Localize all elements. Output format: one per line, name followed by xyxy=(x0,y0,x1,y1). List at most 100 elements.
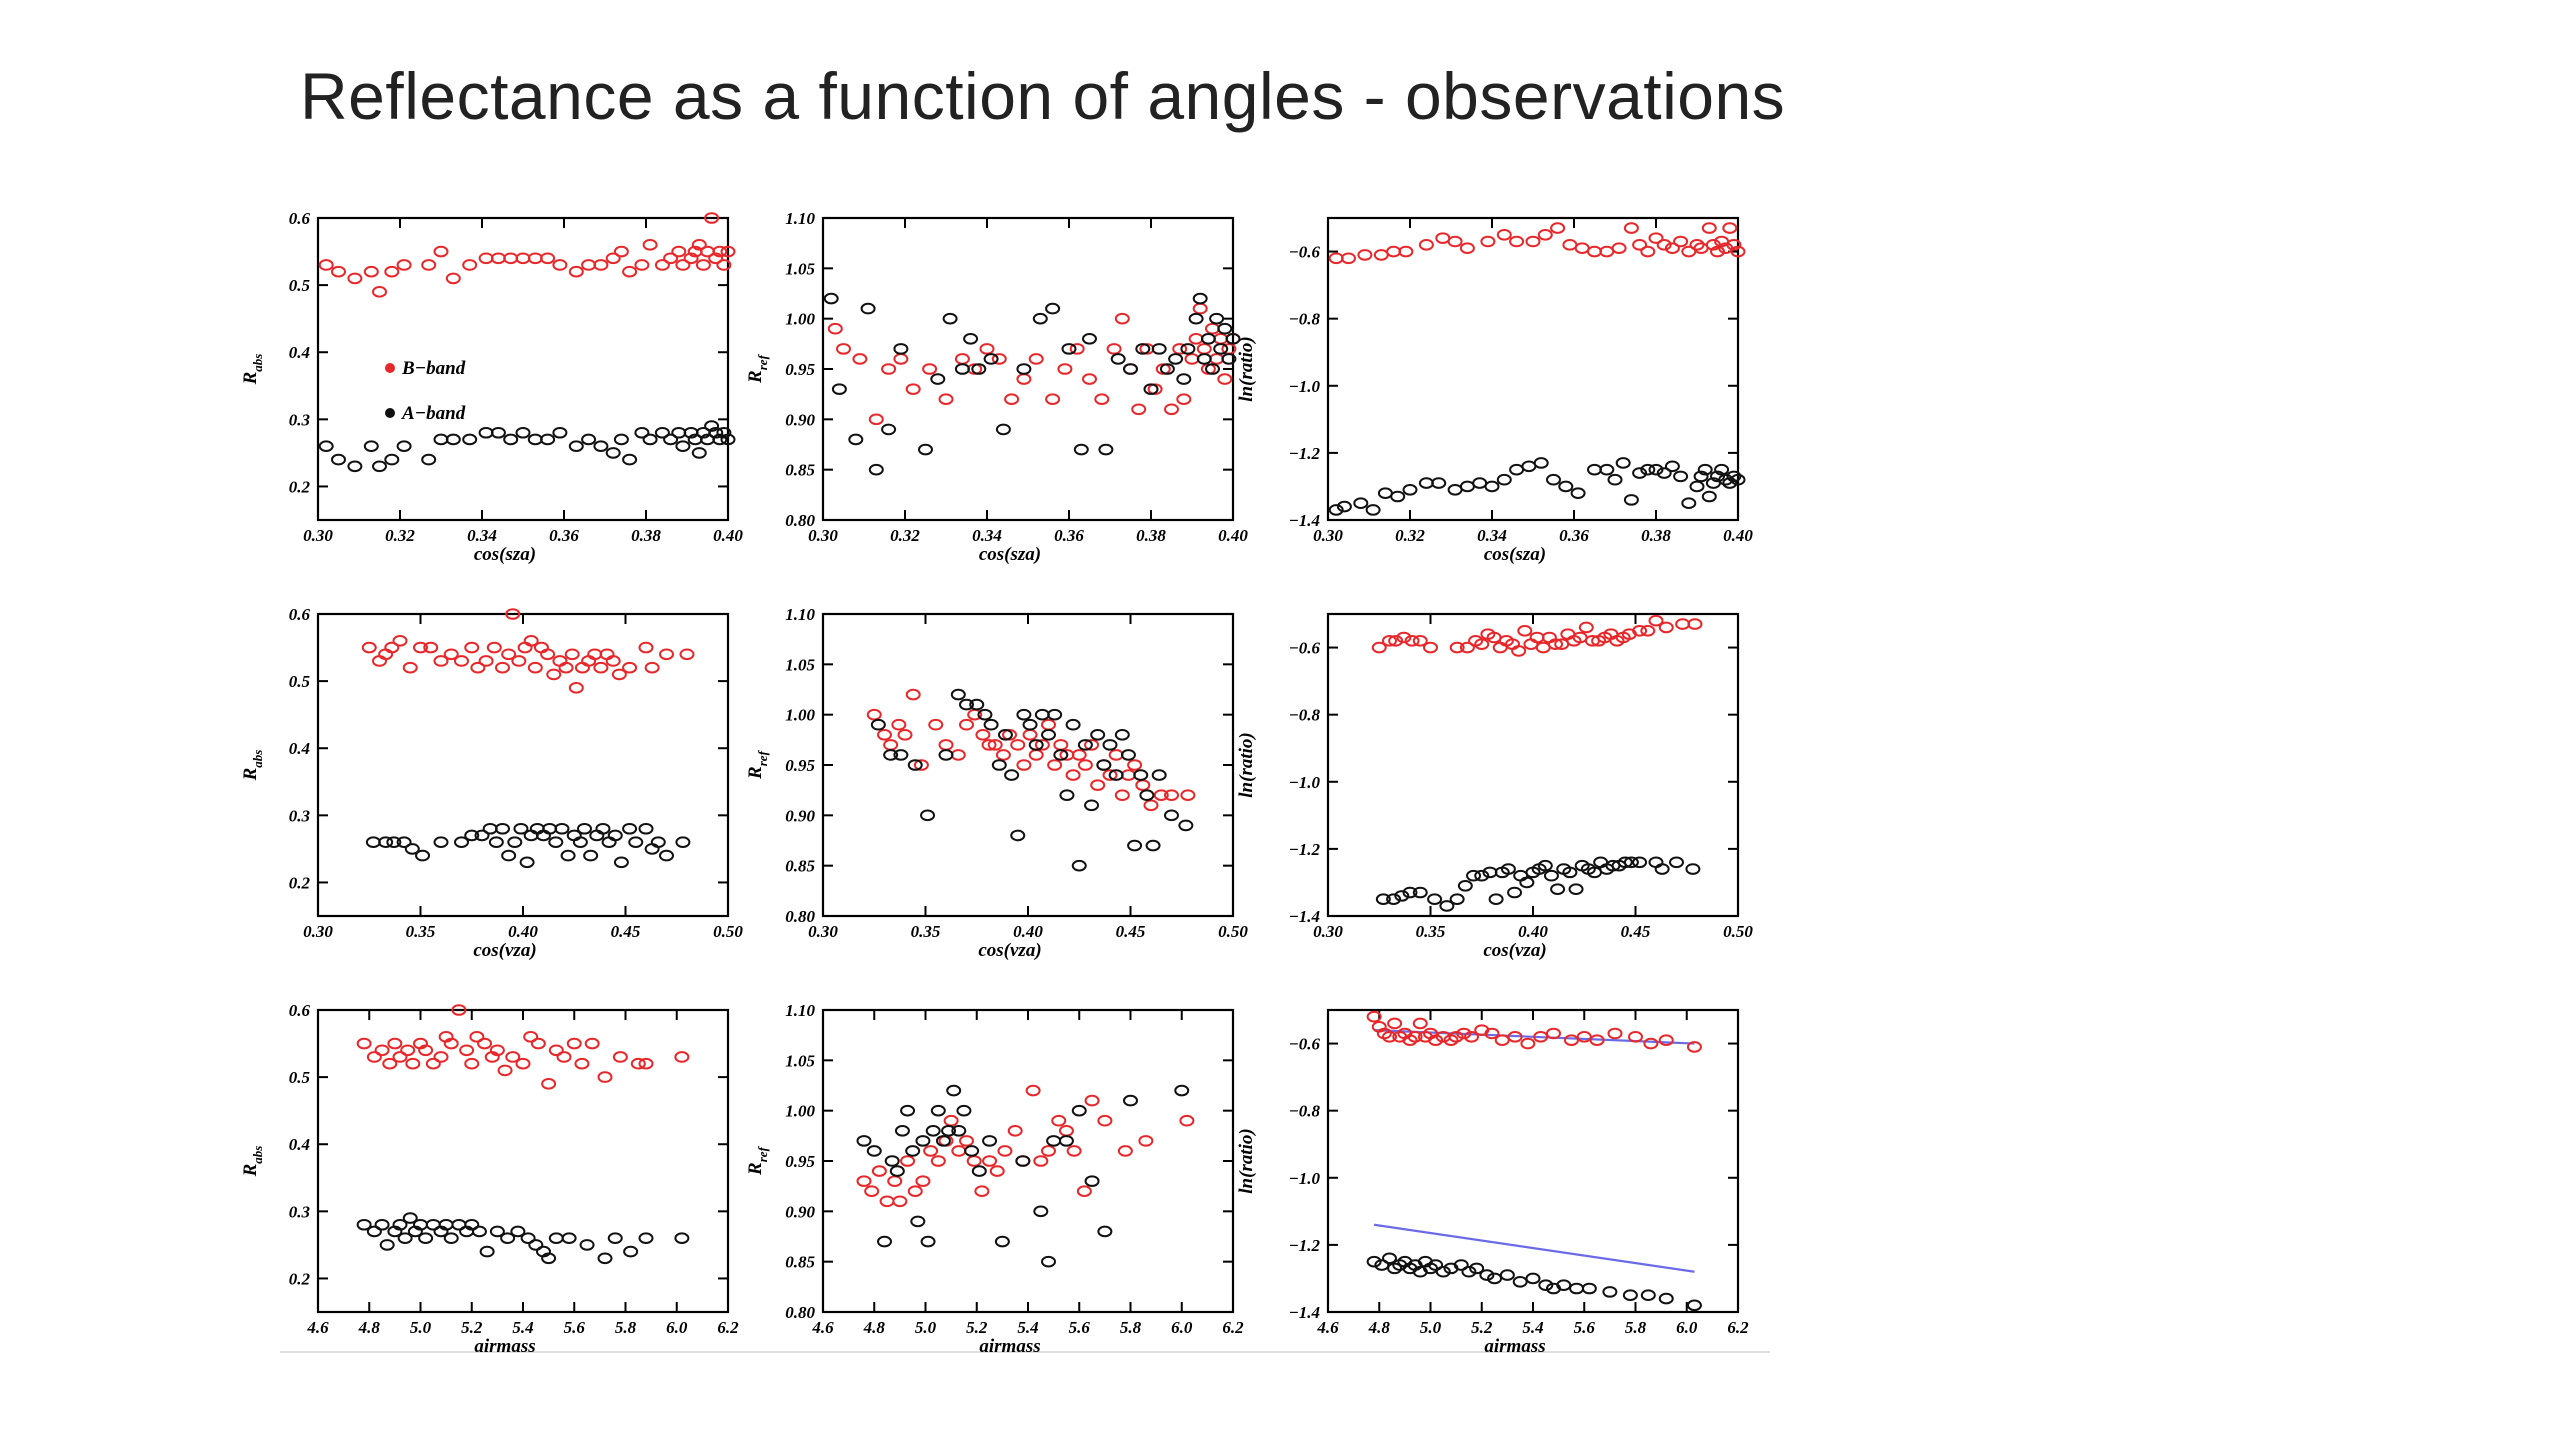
data-point xyxy=(1015,1155,1031,1167)
series-a-band xyxy=(1328,457,1746,516)
data-point xyxy=(500,1232,516,1244)
data-point xyxy=(995,749,1011,761)
data-point xyxy=(1069,343,1085,355)
data-point xyxy=(708,426,724,439)
data-point xyxy=(1221,353,1237,365)
x-axis-title: cos(sza) xyxy=(1484,544,1546,565)
data-point xyxy=(1045,393,1061,406)
data-point xyxy=(1563,1034,1579,1046)
data-point xyxy=(593,440,609,452)
data-point xyxy=(593,661,609,674)
data-point xyxy=(879,1195,895,1208)
x-tick-label: 0.40 xyxy=(713,526,743,545)
y-tick-label: 0.3 xyxy=(289,410,311,429)
x-tick-label: 0.34 xyxy=(1477,526,1507,545)
data-point xyxy=(997,1145,1013,1157)
data-point xyxy=(548,1232,564,1244)
x-tick-label: 5.8 xyxy=(1120,1318,1142,1337)
data-point xyxy=(1710,470,1725,483)
x-tick-label: 0.30 xyxy=(303,526,333,545)
data-point xyxy=(659,648,674,661)
data-point xyxy=(1205,363,1220,375)
series-b-band xyxy=(856,1084,1195,1208)
data-point xyxy=(1084,739,1100,751)
data-point xyxy=(1016,708,1032,721)
data-point xyxy=(1010,739,1026,751)
x-tick-label: 5.0 xyxy=(410,1318,432,1337)
data-point xyxy=(470,661,486,674)
data-point xyxy=(527,661,543,674)
data-point xyxy=(433,655,449,667)
data-point xyxy=(1533,457,1549,469)
data-point xyxy=(622,265,638,278)
data-point xyxy=(363,440,379,452)
data-point xyxy=(1025,1084,1041,1097)
x-tick-label: 0.32 xyxy=(1395,526,1425,545)
data-point xyxy=(951,1145,967,1157)
data-point xyxy=(1098,443,1114,456)
data-point xyxy=(540,433,556,446)
data-point xyxy=(1623,222,1639,234)
data-point xyxy=(1589,1034,1605,1046)
x-tick-label: 0.35 xyxy=(1416,922,1446,941)
x-axis-title: airmass xyxy=(1484,1336,1545,1357)
data-point xyxy=(831,383,847,395)
x-tick-label: 0.45 xyxy=(1621,922,1651,941)
data-point xyxy=(1366,1255,1382,1268)
y-tick-label: −1.2 xyxy=(1288,1236,1320,1255)
y-tick-label: 0.90 xyxy=(785,806,815,825)
data-point xyxy=(1217,322,1233,335)
data-point xyxy=(1123,1094,1138,1107)
data-point xyxy=(893,343,909,355)
slide-title: Reflectance as a function of angles - ob… xyxy=(300,59,1786,133)
data-point xyxy=(361,641,377,654)
y-tick-label: 1.00 xyxy=(785,310,815,329)
data-point xyxy=(1435,232,1451,244)
data-point xyxy=(1428,1259,1444,1271)
data-point xyxy=(1487,1272,1503,1285)
series-b-band xyxy=(866,688,1196,812)
data-point xyxy=(1120,769,1136,781)
data-point xyxy=(1673,470,1689,483)
y-tick-label: 0.4 xyxy=(289,343,310,362)
data-point xyxy=(1108,749,1124,761)
data-point xyxy=(1328,504,1344,516)
data-point xyxy=(1535,641,1551,654)
x-tick-label: 0.30 xyxy=(808,526,838,545)
data-point xyxy=(443,648,459,661)
data-point xyxy=(519,856,535,869)
series-a-band xyxy=(870,688,1194,872)
data-point xyxy=(1488,893,1504,906)
data-point xyxy=(548,836,564,848)
data-point xyxy=(938,749,954,761)
data-point xyxy=(556,1051,572,1063)
data-point xyxy=(1373,249,1389,261)
panels: 0.30 0.32 0.34 0.36 0.38 0.40 0.2 0.3 0.4 0.5 0.6 c… xyxy=(240,209,1753,1357)
data-point xyxy=(1427,893,1443,906)
y-tick-label: 0.80 xyxy=(785,1303,815,1322)
series-a-band xyxy=(856,1084,1190,1268)
data-point xyxy=(866,708,882,721)
data-point xyxy=(505,1051,521,1063)
data-point xyxy=(396,440,412,452)
data-point xyxy=(379,1239,395,1251)
data-point xyxy=(1386,893,1402,906)
data-point xyxy=(1084,1175,1100,1187)
data-point xyxy=(1439,900,1455,912)
data-point xyxy=(704,212,720,224)
data-point xyxy=(883,749,899,761)
data-point xyxy=(938,393,954,406)
data-point xyxy=(1496,473,1512,486)
data-point xyxy=(423,641,439,654)
data-point xyxy=(1047,708,1063,721)
data-point xyxy=(527,252,543,265)
data-point xyxy=(1509,235,1525,248)
data-point xyxy=(433,1051,449,1063)
series-b-band xyxy=(1328,222,1746,265)
y-tick-label: −0.8 xyxy=(1288,310,1320,329)
data-point xyxy=(1390,490,1406,503)
data-point xyxy=(1174,1084,1190,1097)
data-point xyxy=(716,259,732,271)
data-point xyxy=(1153,789,1169,802)
data-point xyxy=(907,1185,923,1197)
